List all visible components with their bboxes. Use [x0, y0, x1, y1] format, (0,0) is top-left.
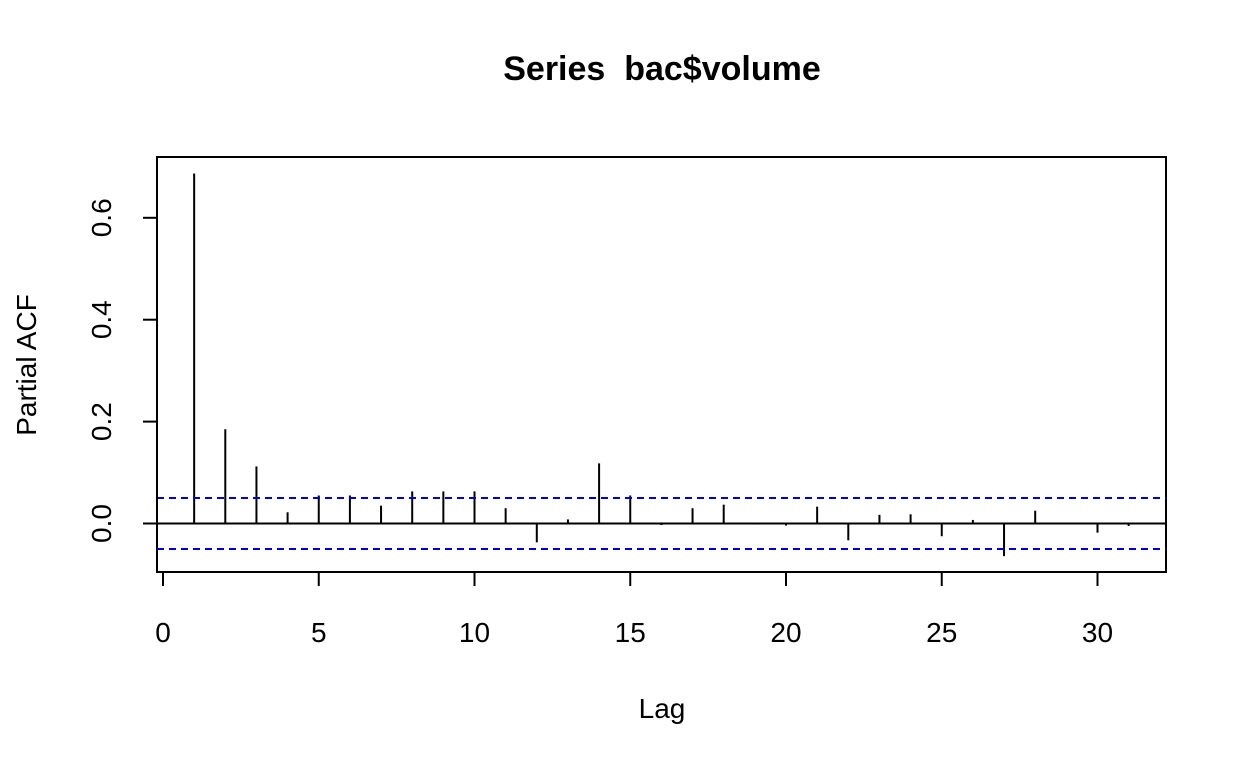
y-axis-label: Partial ACF [11, 294, 42, 436]
x-axis-label: Lag [639, 693, 686, 724]
x-axis: 0 5 10 15 20 25 30 [155, 571, 1113, 648]
reference-lines [157, 497, 1166, 550]
chart-title: Series bac$volume [503, 50, 821, 88]
x-tick-label: 30 [1082, 617, 1113, 648]
y-tick-label: 0.6 [86, 198, 117, 237]
y-tick-label: 0.4 [86, 300, 117, 339]
x-tick-label: 10 [459, 617, 490, 648]
x-tick-label: 5 [311, 617, 327, 648]
y-axis: 0.0 0.2 0.4 0.6 [86, 198, 158, 543]
plot-frame [156, 156, 1167, 573]
spike-series [193, 173, 1130, 557]
y-tick-label: 0.0 [86, 504, 117, 543]
x-tick-label: 0 [155, 617, 171, 648]
x-tick-label: 15 [615, 617, 646, 648]
y-tick-label: 0.2 [86, 402, 117, 441]
x-tick-label: 25 [926, 617, 957, 648]
x-tick-label: 20 [770, 617, 801, 648]
